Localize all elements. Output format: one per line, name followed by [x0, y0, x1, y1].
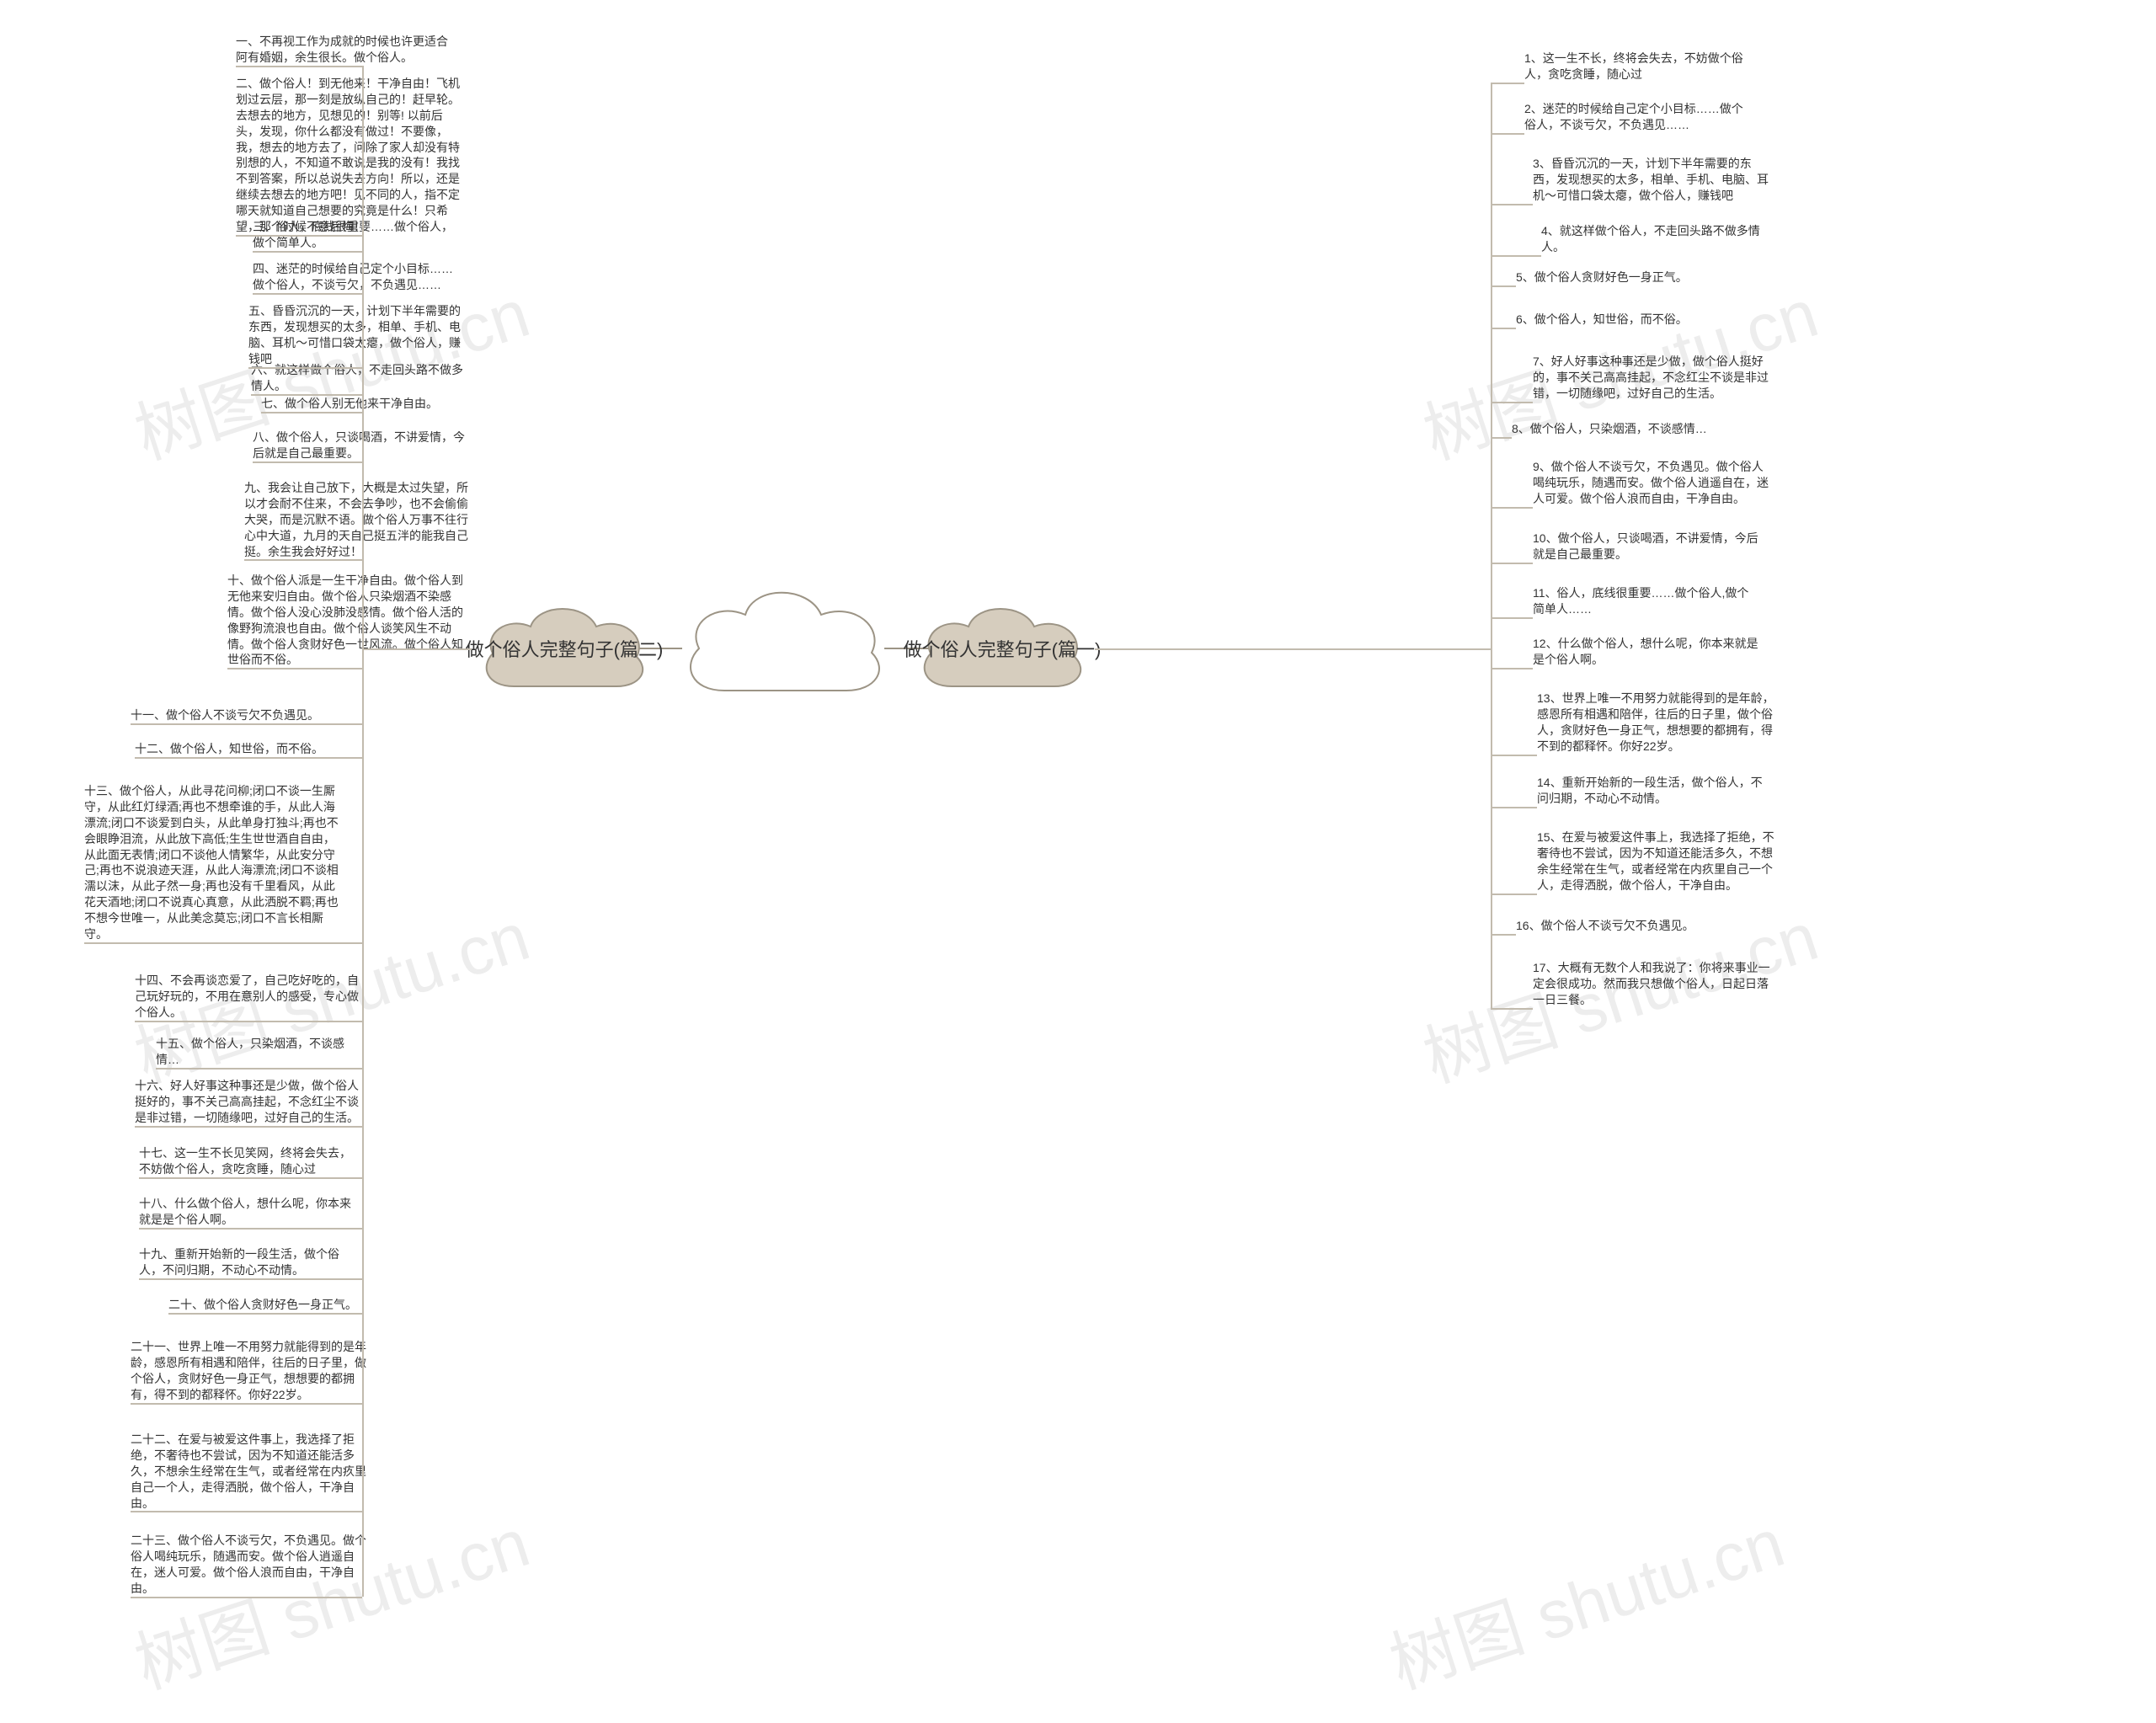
right-rail: [1491, 83, 1492, 1008]
right-leaf: 17、大概有无数个人和我说了：你将来事业一定会很成功。然而我只想做个俗人，日起日…: [1533, 960, 1777, 1008]
left-leaf: 十八、什么做个俗人，想什么呢，你本来就是是个俗人啊。: [139, 1196, 358, 1228]
left-leaf: 十六、好人好事这种事还是少做，做个俗人挺好的，事不关己高高挂起，不念红尘不谈是非…: [135, 1078, 362, 1126]
left-leaf: 一、不再视工作为成就的时候也许更适合阿有婚姻，余生很长。做个俗人。: [236, 34, 455, 66]
left-tick: [244, 559, 362, 561]
right-tick: [1491, 255, 1541, 257]
right-connector: [1095, 648, 1491, 650]
right-tick: [1491, 83, 1524, 84]
left-leaf: 十一、做个俗人不谈亏欠不负遇见。: [131, 707, 350, 723]
left-tick: [251, 394, 362, 396]
right-leaf: 3、昏昏沉沉的一天，计划下半年需要的东西，发现想买的太多，相单、手机、电脑、耳机…: [1533, 156, 1769, 204]
right-tick: [1491, 755, 1537, 756]
left-tick: [236, 66, 362, 67]
right-leaf: 10、做个俗人，只谈喝酒，不讲爱情，今后就是自己最重要。: [1533, 531, 1760, 563]
left-leaf: 十、做个俗人派是一生干净自由。做个俗人到无他来安归自由。做个俗人只染烟酒不染感情…: [227, 573, 463, 668]
right-tick: [1491, 934, 1516, 936]
watermark: 树图 shutu.cn: [121, 1489, 540, 1708]
left-tick: [135, 757, 362, 759]
right-tick: [1491, 402, 1533, 403]
left-rail: [362, 66, 364, 1597]
left-leaf: 二十三、做个俗人不谈亏欠，不负遇见。做个俗人喝纯玩乐，随遇而安。做个俗人逍遥自在…: [131, 1533, 366, 1597]
right-leaf: 12、什么做个俗人，想什么呢，你本来就是是个俗人啊。: [1533, 636, 1769, 668]
right-tick: [1491, 437, 1512, 439]
right-tick: [1491, 563, 1533, 564]
left-tick: [261, 412, 362, 413]
left-tick: [135, 1126, 362, 1128]
left-leaf: 十二、做个俗人，知世俗，而不俗。: [135, 741, 345, 757]
left-tick: [248, 367, 362, 369]
right-tick: [1491, 807, 1537, 808]
left-tick: [84, 942, 362, 944]
right-leaf: 14、重新开始新的一段生活，做个俗人，不问归期，不动心不动情。: [1537, 775, 1773, 807]
right-tick: [1491, 133, 1524, 135]
center-cloud: [674, 573, 893, 716]
left-tick: [236, 235, 362, 237]
left-tick: [139, 1278, 362, 1280]
left-leaf: 九、我会让自己放下，大概是太过失望，所以才会耐不住来，不会去争吵，也不会偷偷大哭…: [244, 480, 472, 559]
right-tick: [1491, 328, 1516, 329]
right-tick: [1491, 1008, 1533, 1010]
left-tick: [168, 1313, 362, 1315]
right-tick: [1491, 285, 1516, 287]
right-tick: [1491, 617, 1533, 619]
right-leaf: 9、做个俗人不谈亏欠，不负遇见。做个俗人喝纯玩乐，随遇而安。做个俗人逍遥自在，迷…: [1533, 459, 1769, 507]
left-tick: [135, 1021, 362, 1022]
left-tick: [131, 1511, 362, 1512]
right-leaf: 6、做个俗人，知世俗，而不俗。: [1516, 312, 1726, 328]
left-tick: [227, 668, 362, 669]
right-tick: [1491, 894, 1537, 895]
left-tick: [131, 723, 362, 725]
left-tick: [131, 1597, 362, 1598]
right-leaf: 5、做个俗人贪财好色一身正气。: [1516, 269, 1735, 285]
left-leaf: 二、做个俗人！到无他来！干净自由！飞机划过云层，那一刻是放纵自己的！赶早轮。去想…: [236, 76, 463, 235]
right-leaf: 7、好人好事这种事还是少做，做个俗人挺好的，事不关己高高挂起，不念红尘不谈是非过…: [1533, 354, 1769, 402]
right-leaf: 16、做个俗人不谈亏欠不负遇见。: [1516, 918, 1735, 934]
right-leaf: 11、俗人，底线很重要……做个俗人,做个简单人……: [1533, 585, 1760, 617]
right-leaf: 15、在爱与被爱这件事上，我选择了拒绝，不奢待也不尝试，因为不知道还能活多久，不…: [1537, 829, 1781, 894]
left-leaf: 十七、这一生不长见笑网，终将会失去，不妨做个俗人，贪吃贪睡，随心过: [139, 1145, 358, 1177]
left-tick: [253, 461, 362, 463]
left-connector: [362, 648, 472, 650]
left-leaf: 二十二、在爱与被爱这件事上，我选择了拒绝，不奢待也不尝试，因为不知道还能活多久，…: [131, 1432, 366, 1511]
left-leaf: 五、昏昏沉沉的一天，计划下半年需要的东西，发现想买的太多，相单、手机、电脑、耳机…: [248, 303, 467, 367]
left-tick: [139, 1228, 362, 1230]
right-leaf: 2、迷茫的时候给自己定个小目标……做个俗人，不谈亏欠，不负遇见……: [1524, 101, 1752, 133]
left-leaf: 四、迷茫的时候给自己定个小目标……做个俗人，不谈亏欠，不负遇见……: [253, 261, 463, 293]
right-tick: [1491, 668, 1533, 669]
right-leaf: 13、世界上唯一不用努力就能得到的是年龄，感恩所有相遇和陪伴，往后的日子里，做个…: [1537, 691, 1781, 755]
left-tick: [139, 1177, 362, 1179]
left-leaf: 二十、做个俗人贪财好色一身正气。: [168, 1297, 387, 1313]
right-cloud: 做个俗人完整句子(篇一): [910, 589, 1095, 707]
right-tick: [1491, 204, 1533, 205]
watermark: 树图 shutu.cn: [1376, 1489, 1795, 1708]
left-tick: [253, 293, 362, 295]
left-leaf: 十四、不会再谈恋爱了，自己吃好吃的，自己玩好玩的，不用在意别人的感受，专心做个俗…: [135, 973, 362, 1021]
right-leaf: 4、就这样做个俗人，不走回头路不做多情人。: [1541, 223, 1769, 255]
left-label: 做个俗人完整句子(篇二): [466, 635, 664, 662]
right-leaf: 8、做个俗人，只染烟酒，不谈感情…: [1512, 421, 1739, 437]
left-leaf: 七、做个俗人别无他来干净自由。: [261, 396, 472, 412]
left-leaf: 十五、做个俗人，只染烟酒，不谈感情…: [156, 1036, 366, 1068]
left-tick: [253, 251, 362, 253]
left-cloud: 做个俗人完整句子(篇二): [472, 589, 657, 707]
right-label: 做个俗人完整句子(篇一): [904, 635, 1102, 662]
right-tick: [1491, 507, 1533, 509]
left-leaf: 十三、做个俗人，从此寻花问柳;闭口不谈一生厮守，从此红灯绿酒;再也不想牵谁的手，…: [84, 783, 345, 942]
left-tick: [131, 1403, 362, 1405]
left-tick: [156, 1068, 362, 1070]
left-leaf: 十九、重新开始新的一段生活，做个俗人，不问归期，不动心不动情。: [139, 1246, 358, 1278]
left-leaf: 二十一、世界上唯一不用努力就能得到的是年龄，感恩所有相遇和陪伴，往后的日子里，做…: [131, 1339, 366, 1403]
right-leaf: 1、这一生不长，终将会失去，不妨做个俗人，贪吃贪睡，随心过: [1524, 51, 1752, 83]
